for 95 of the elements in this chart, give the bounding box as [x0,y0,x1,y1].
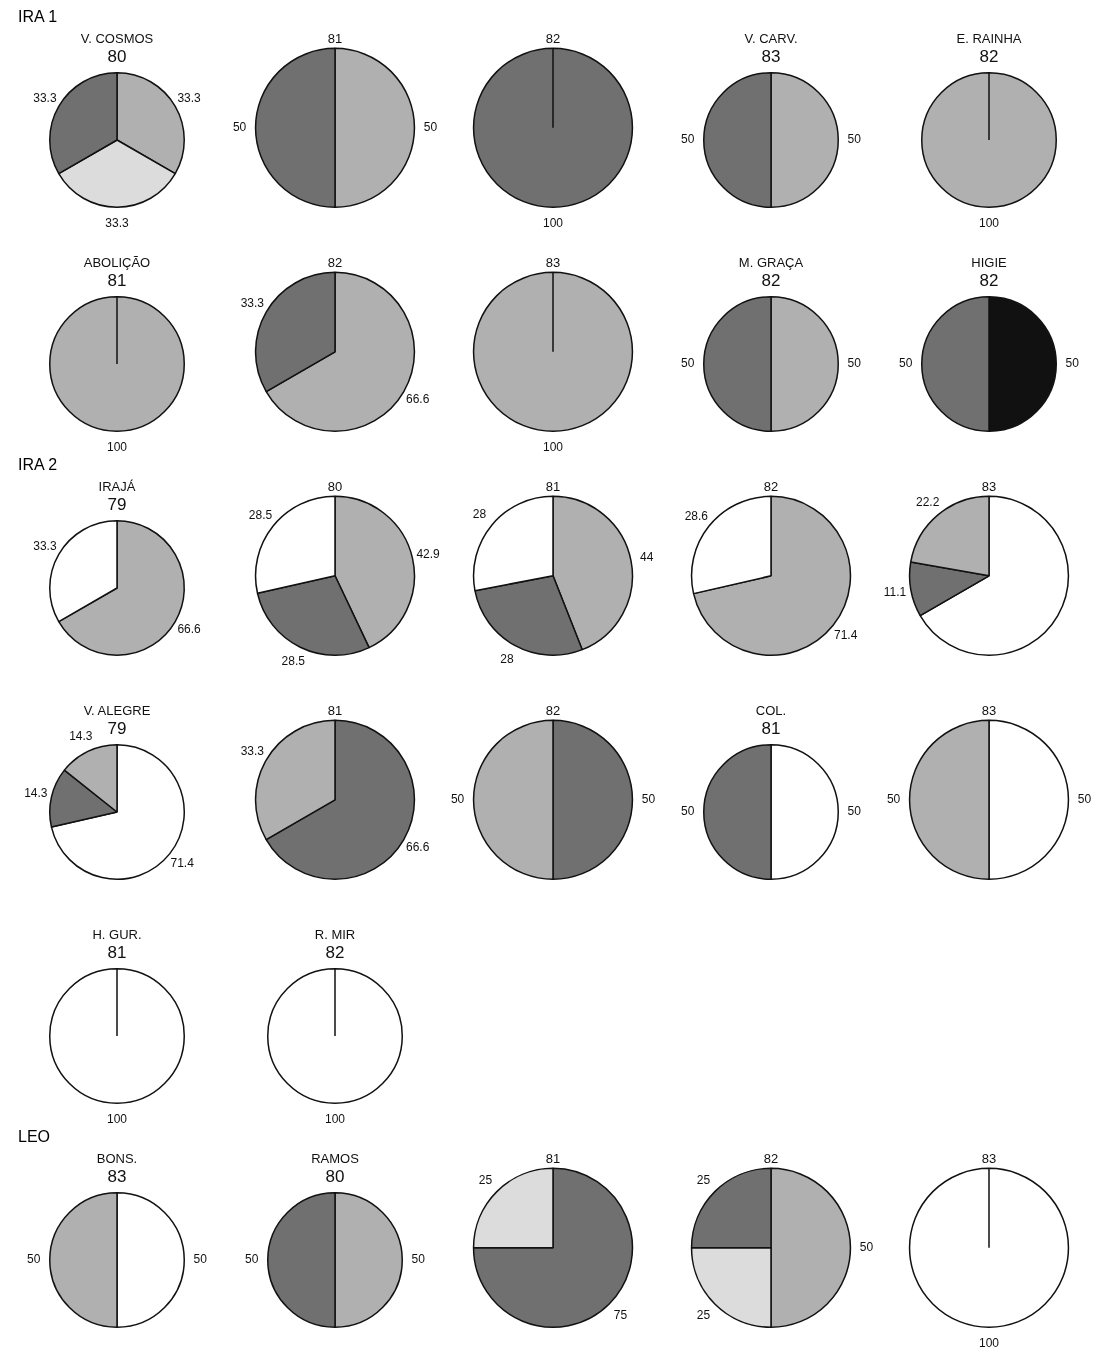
chart-title: 81 [327,31,343,47]
chart-subtitle: 82 [761,271,781,291]
chart-subtitle: 81 [761,719,781,739]
chart-title: 81 [545,1151,561,1167]
chart-title: 81 [545,479,561,495]
chart-title: 81 [327,703,343,719]
text: IRA 2 [18,456,58,473]
data-label: 100 [978,1335,1000,1350]
chart-title: V. COSMOS [80,31,154,47]
data-label: 50 [245,1252,259,1267]
data-label: 50 [232,120,247,135]
data-label: 28 [500,651,515,666]
chart-title: M. GRAÇA [738,255,804,271]
chart-title: 82 [545,31,561,47]
text: IRA 1 [18,8,58,25]
chart-subtitle: 81 [107,271,127,291]
data-label: 50 [899,356,913,371]
chart-title: 83 [981,479,997,495]
chart-title: H. GUR. [92,927,142,943]
data-label: 71.4 [170,856,195,871]
chart-title: E. RAINHA [956,31,1022,47]
chart-subtitle: 80 [325,1167,345,1187]
data-label: 11.1 [883,584,907,599]
data-label: 75 [613,1307,628,1322]
chart-subtitle: 82 [979,271,999,291]
data-label: 25 [696,1307,711,1322]
chart-title: IRAJÁ [98,479,136,495]
chart-title: 82 [763,1151,779,1167]
data-label: 28.6 [684,508,709,523]
data-label: 100 [324,1111,346,1126]
chart-title: R. MIR [314,927,356,943]
data-label: 28 [472,507,487,522]
chart-subtitle: 81 [107,943,127,963]
text: LEO [18,1128,51,1145]
data-label: 28.5 [281,653,306,668]
chart-title: COL. [755,703,787,719]
data-label: 50 [1065,356,1080,371]
data-label: 66.6 [405,839,430,854]
data-label: 66.6 [177,621,202,636]
chart-subtitle: 83 [107,1167,127,1187]
data-label: 50 [450,792,465,807]
data-label: 66.6 [405,391,430,406]
chart-title: V. CARV. [744,31,798,47]
data-label: 25 [696,1172,711,1187]
data-label: 33.3 [240,296,265,311]
chart-subtitle: 79 [107,495,127,515]
data-label: 100 [542,215,564,230]
chart-title: BONS. [96,1151,138,1167]
data-label: 50 [847,356,862,371]
chart-title: 83 [981,703,997,719]
data-label: 71.4 [834,627,858,642]
data-label: 50 [681,804,695,819]
data-label: 33.3 [33,538,57,553]
chart-subtitle: 82 [979,47,999,67]
data-label: 50 [1077,792,1092,807]
data-label: 33.3 [240,744,265,759]
data-label: 50 [886,792,901,807]
data-label: 22.2 [915,494,940,509]
chart-title: RAMOS [311,1151,360,1167]
chart-subtitle: 79 [107,719,127,739]
chart-title: HIGIE [971,255,1008,271]
chart-title: 83 [981,1151,997,1167]
data-label: 50 [423,120,438,135]
data-label: 100 [978,215,1000,230]
data-label: 100 [106,1111,128,1126]
data-label: 28.5 [248,508,273,523]
data-label: 50 [193,1252,208,1267]
data-label: 50 [859,1240,874,1255]
data-label: 14.3 [24,785,48,800]
data-label: 100 [542,439,564,454]
data-label: 33.3 [105,215,129,230]
data-label: 50 [847,804,862,819]
data-label: 50 [641,792,656,807]
chart-subtitle: 83 [761,47,781,67]
data-label: 33.3 [177,90,202,105]
chart-title: 82 [763,479,779,495]
chart-title: 82 [545,703,561,719]
data-label: 50 [681,132,695,147]
chart-title: 83 [545,255,561,271]
data-label: 100 [106,439,128,454]
chart-subtitle: 80 [107,47,127,67]
data-label: 42.9 [416,547,441,562]
data-label: 50 [411,1252,426,1267]
data-label: 50 [847,132,862,147]
chart-title: 80 [327,479,343,495]
data-label: 44 [640,550,654,565]
chart-title: V. ALEGRE [83,703,151,719]
data-label: 50 [681,356,695,371]
data-label: 33.3 [33,90,57,105]
chart-title: 82 [327,255,343,271]
data-label: 50 [27,1252,41,1267]
data-label: 25 [478,1172,493,1187]
chart-title: ABOLIÇÃO [83,255,151,271]
data-label: 14.3 [69,729,93,744]
chart-subtitle: 82 [325,943,345,963]
